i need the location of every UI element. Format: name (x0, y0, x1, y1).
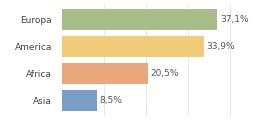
Text: 33,9%: 33,9% (206, 42, 235, 51)
Bar (62, 63, 148, 84)
Bar (62, 90, 97, 111)
Bar (62, 9, 218, 30)
Bar (62, 36, 204, 57)
Text: 8,5%: 8,5% (100, 96, 123, 105)
Text: 20,5%: 20,5% (150, 69, 179, 78)
Text: 37,1%: 37,1% (220, 15, 249, 24)
